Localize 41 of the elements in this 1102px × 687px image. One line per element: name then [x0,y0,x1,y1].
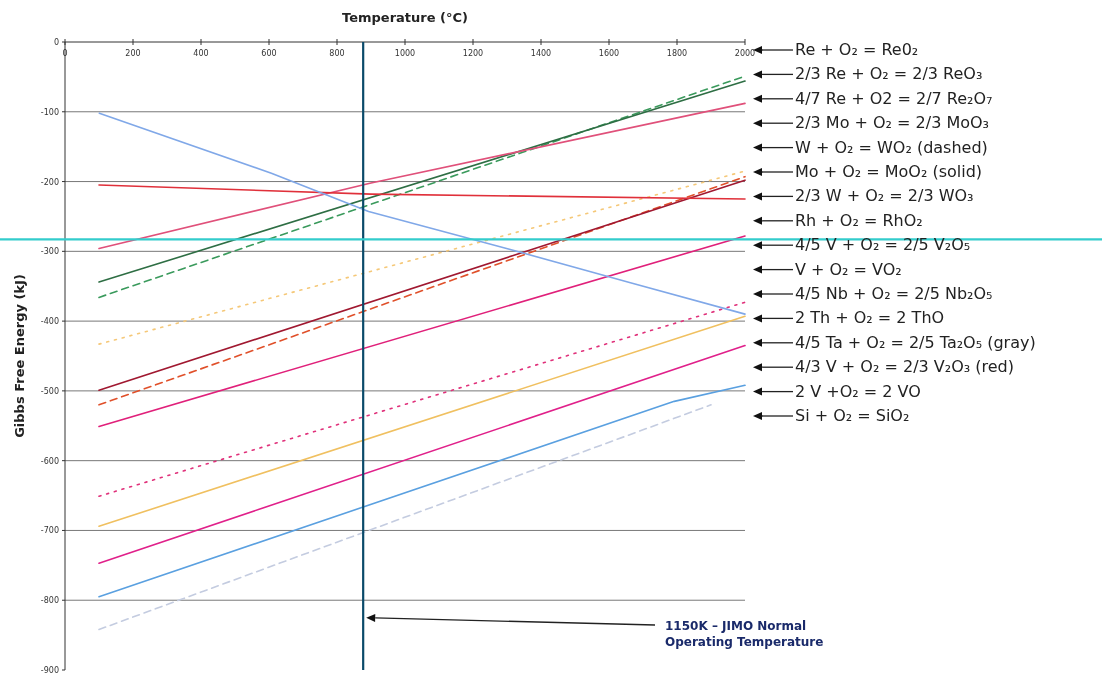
text: Mo + O₂ = MoO₂ (solid) [795,162,983,181]
x-axis-title: Temperature (°C) [342,10,468,25]
x-tick-label: 2000 [734,49,756,58]
y-tick-label: -900 [40,666,59,675]
y-tick-label: -300 [40,247,59,257]
x-tick-label: 200 [125,49,141,58]
ref-line-label: 1150K – JIMO Normal Operating Temperature [665,619,824,649]
y-tick-label: -500 [40,386,59,396]
x-tick-label: 1200 [462,49,484,58]
x-tick-label: 1800 [666,49,688,58]
text: 2/3 W + O₂ = 2/3 WO₃ [795,186,974,206]
x-tick-label: 1600 [598,49,620,58]
x-tick-label: 600 [261,49,277,58]
y-tick-label: -200 [40,177,59,187]
y-tick-label: -100 [40,107,59,117]
text: 4/5 Ta + O₂ = 2/5 Ta₂O₅ (gray) [795,332,1036,352]
x-tick-label: 1000 [394,49,416,58]
line-series [98,112,746,315]
x-tick-label: 400 [193,49,209,58]
y-tick-label: -400 [40,317,59,327]
y-tick-label: 0 [53,38,59,47]
text: W + O₂ = WO₂ (dashed) [795,137,988,157]
text: 4/5 Nb + O₂ = 2/5 Nb₂O₅ [795,284,993,303]
text: 4/3 V + O₂ = 2/3 V₂O₃ (red) [795,357,1014,377]
text: V + O₂ = VO₂ [795,259,902,279]
x-tick-label: 0 [62,49,68,58]
text: 4/5 V + O₂ = 2/5 V₂O₅ [795,235,971,255]
text: 4/7 Re + O2 = 2/7 Re₂O₇ [795,88,993,108]
text: 2 Th + O₂ = 2 ThO [795,308,945,328]
y-tick-label: -700 [40,526,59,536]
text: 2 V +O₂ = 2 VO [795,381,921,401]
y-tick-label: -800 [40,596,59,606]
x-tick-label: 1400 [530,49,552,58]
text: 2/3 Mo + O₂ = 2/3 MoO₃ [795,113,990,133]
text: 2/3 Re + O₂ = 2/3 ReO₃ [795,64,983,84]
y-tick-label: -600 [40,456,59,466]
x-tick-label: 800 [329,49,345,58]
text: Si + O₂ = SiO₂ [795,406,910,425]
y-axis-title: Gibbs Free Energy (kJ) [12,274,27,438]
text: Rh + O₂ = RhO₂ [795,210,923,230]
text: Re + O₂ = Re0₂ [795,40,919,59]
